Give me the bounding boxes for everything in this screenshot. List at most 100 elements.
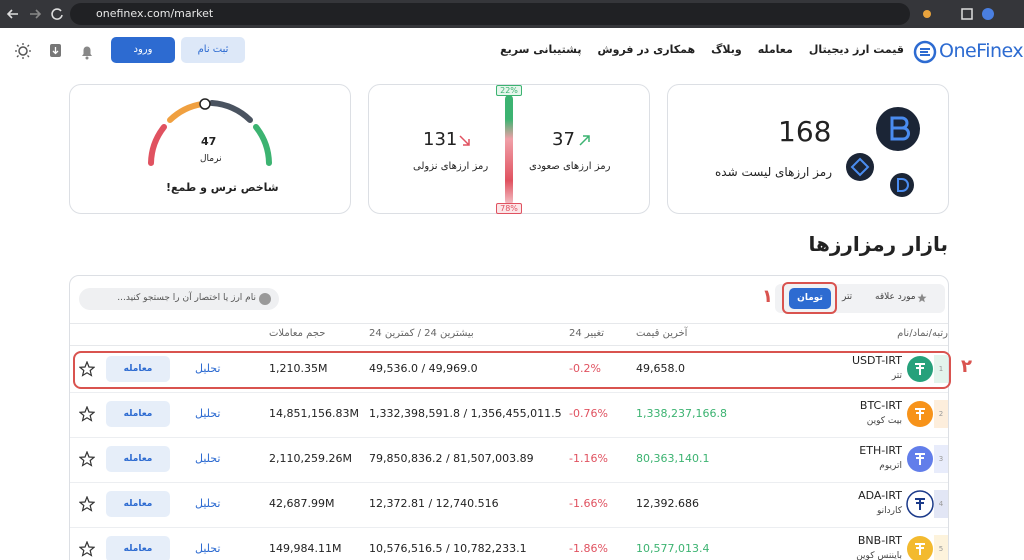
divider [70,345,948,346]
trade-button[interactable]: معامله [106,446,170,472]
signup-button[interactable]: ثبت نام [181,37,245,63]
volume: 1,210.35M [269,362,328,375]
browser-nav-icons[interactable] [0,0,70,28]
header-icons[interactable] [10,40,100,64]
volume: 2,110,259.26M [269,452,352,465]
high-low: 12,372.81 / 12,740.516 [369,497,499,510]
table-row [70,437,948,483]
gauge [148,98,272,166]
rank-badge: 2 [934,400,948,428]
price: 10,577,013.4 [636,542,710,555]
favorite-star[interactable] [79,361,95,377]
change: -1.66% [569,497,608,510]
login-button[interactable]: ورود [111,37,175,63]
address-bar[interactable] [70,3,910,25]
logo-icon [913,40,937,64]
trade-button[interactable]: معامله [106,491,170,517]
logo[interactable]: OneFinex [939,40,1024,62]
coin-icon [906,490,934,518]
symbol: ETH-IRT [859,444,902,457]
coin-name: کاردانو [876,506,902,516]
nav-link[interactable]: وبلاگ [711,43,742,56]
trade-button[interactable]: معامله [106,536,170,560]
url: onefinex.com/market [96,7,214,20]
rank-badge: 5 [934,535,948,560]
trade-button[interactable]: معامله [106,401,170,427]
annotation-box-2 [73,351,951,389]
analysis-link[interactable]: تحلیل [195,362,221,375]
coin-icon [907,356,933,382]
high-low: 10,576,516.5 / 10,782,233.1 [369,542,527,555]
trade-button[interactable]: معامله [106,356,170,382]
navbar: OneFinex قیمت ارز دیجیتال معامله وبلاگ همکا… [0,28,1024,76]
coin-name: بایننس کوین [856,551,902,560]
favorite-star[interactable] [79,496,95,512]
analysis-link[interactable]: تحلیل [195,452,221,465]
col-header: تغییر 24 [569,328,605,339]
fear-greed-value: 47 [201,135,217,148]
symbol: BTC-IRT [859,399,902,412]
favorite-star[interactable] [79,541,95,557]
volume: 149,984.11M [269,542,342,555]
nav-link[interactable]: همکاری در فروش [597,43,696,56]
tab-toman[interactable]: تومان [789,288,831,309]
change: -1.16% [569,452,608,465]
analysis-link[interactable]: تحلیل [195,542,221,555]
fear-greed-status: نرمال [200,154,222,164]
down-arrow [459,135,470,146]
browser-bar: onefinex.com/market [0,0,1024,28]
table-row [70,392,948,438]
annotation-box-1 [782,282,837,314]
rank-badge: 1 [934,355,948,383]
tab-tether[interactable]: تتر [842,292,853,302]
nav-link[interactable]: پشتیبانی سریع [500,43,582,56]
search-box[interactable] [79,288,279,310]
coin-name: اتریوم [879,461,902,471]
nav-link[interactable]: قیمت ارز دیجیتال [808,43,904,56]
up-arrow [579,135,590,146]
divider [70,323,948,324]
symbol: BNB-IRT [857,534,902,547]
symbol: USDT-IRT [852,354,902,367]
symbol: ADA-IRT [858,489,902,502]
rank-badge: 3 [934,445,948,473]
nav-link[interactable]: معامله [757,43,793,56]
col-header: رتبه/نماد/نام [897,328,948,339]
price: 80,363,140.1 [636,452,710,465]
annotation-1: ١ [762,286,773,307]
search-icon [259,293,271,305]
fear-greed-card: 47 نرمال شاخص ترس و طمع! [69,84,351,214]
favorite-star[interactable] [79,451,95,467]
col-header: بیشترین 24 / کمترین 24 [369,328,474,339]
coin-name: تتر [891,371,902,381]
search-placeholder: نام ارز یا اختصار آن را جستجو کنید... [117,293,256,303]
listed-label: رمز ارزهای لیست شده [715,165,832,179]
coin-icon [907,446,933,472]
market-card: 37 رمز ارزهای صعودی 131 رمز ارزهای نزولی… [368,84,650,214]
coin-icons [846,107,920,197]
up-label: رمز ارزهای صعودی [529,161,611,172]
table-row [70,482,948,528]
analysis-link[interactable]: تحلیل [195,497,221,510]
high-low: 79,850,836.2 / 81,507,003.89 [369,452,534,465]
up-percent: 22% [496,85,522,96]
col-header: حجم معاملات [269,328,326,339]
high-low: 1,332,398,591.8 / 1,356,455,011.5 [369,407,562,420]
market-table [69,275,949,560]
browser-toolbar-icons[interactable] [900,0,1024,28]
star-icon [917,293,927,303]
tab-favorites[interactable]: مورد علاقه [875,292,916,302]
listed-count: 168 [778,115,832,148]
high-low: 49,536.0 / 49,969.0 [369,362,478,375]
change: -0.76% [569,407,608,420]
analysis-link[interactable]: تحلیل [195,407,221,420]
coin-name: بیت کوین [866,416,902,426]
change: -1.86% [569,542,608,555]
favorite-star[interactable] [79,406,95,422]
volume: 14,851,156.83M [269,407,359,420]
down-percent: 78% [496,203,522,214]
col-header: آخرین قیمت [636,328,688,339]
sentiment-bar [505,95,513,205]
coin-icon [907,536,933,560]
